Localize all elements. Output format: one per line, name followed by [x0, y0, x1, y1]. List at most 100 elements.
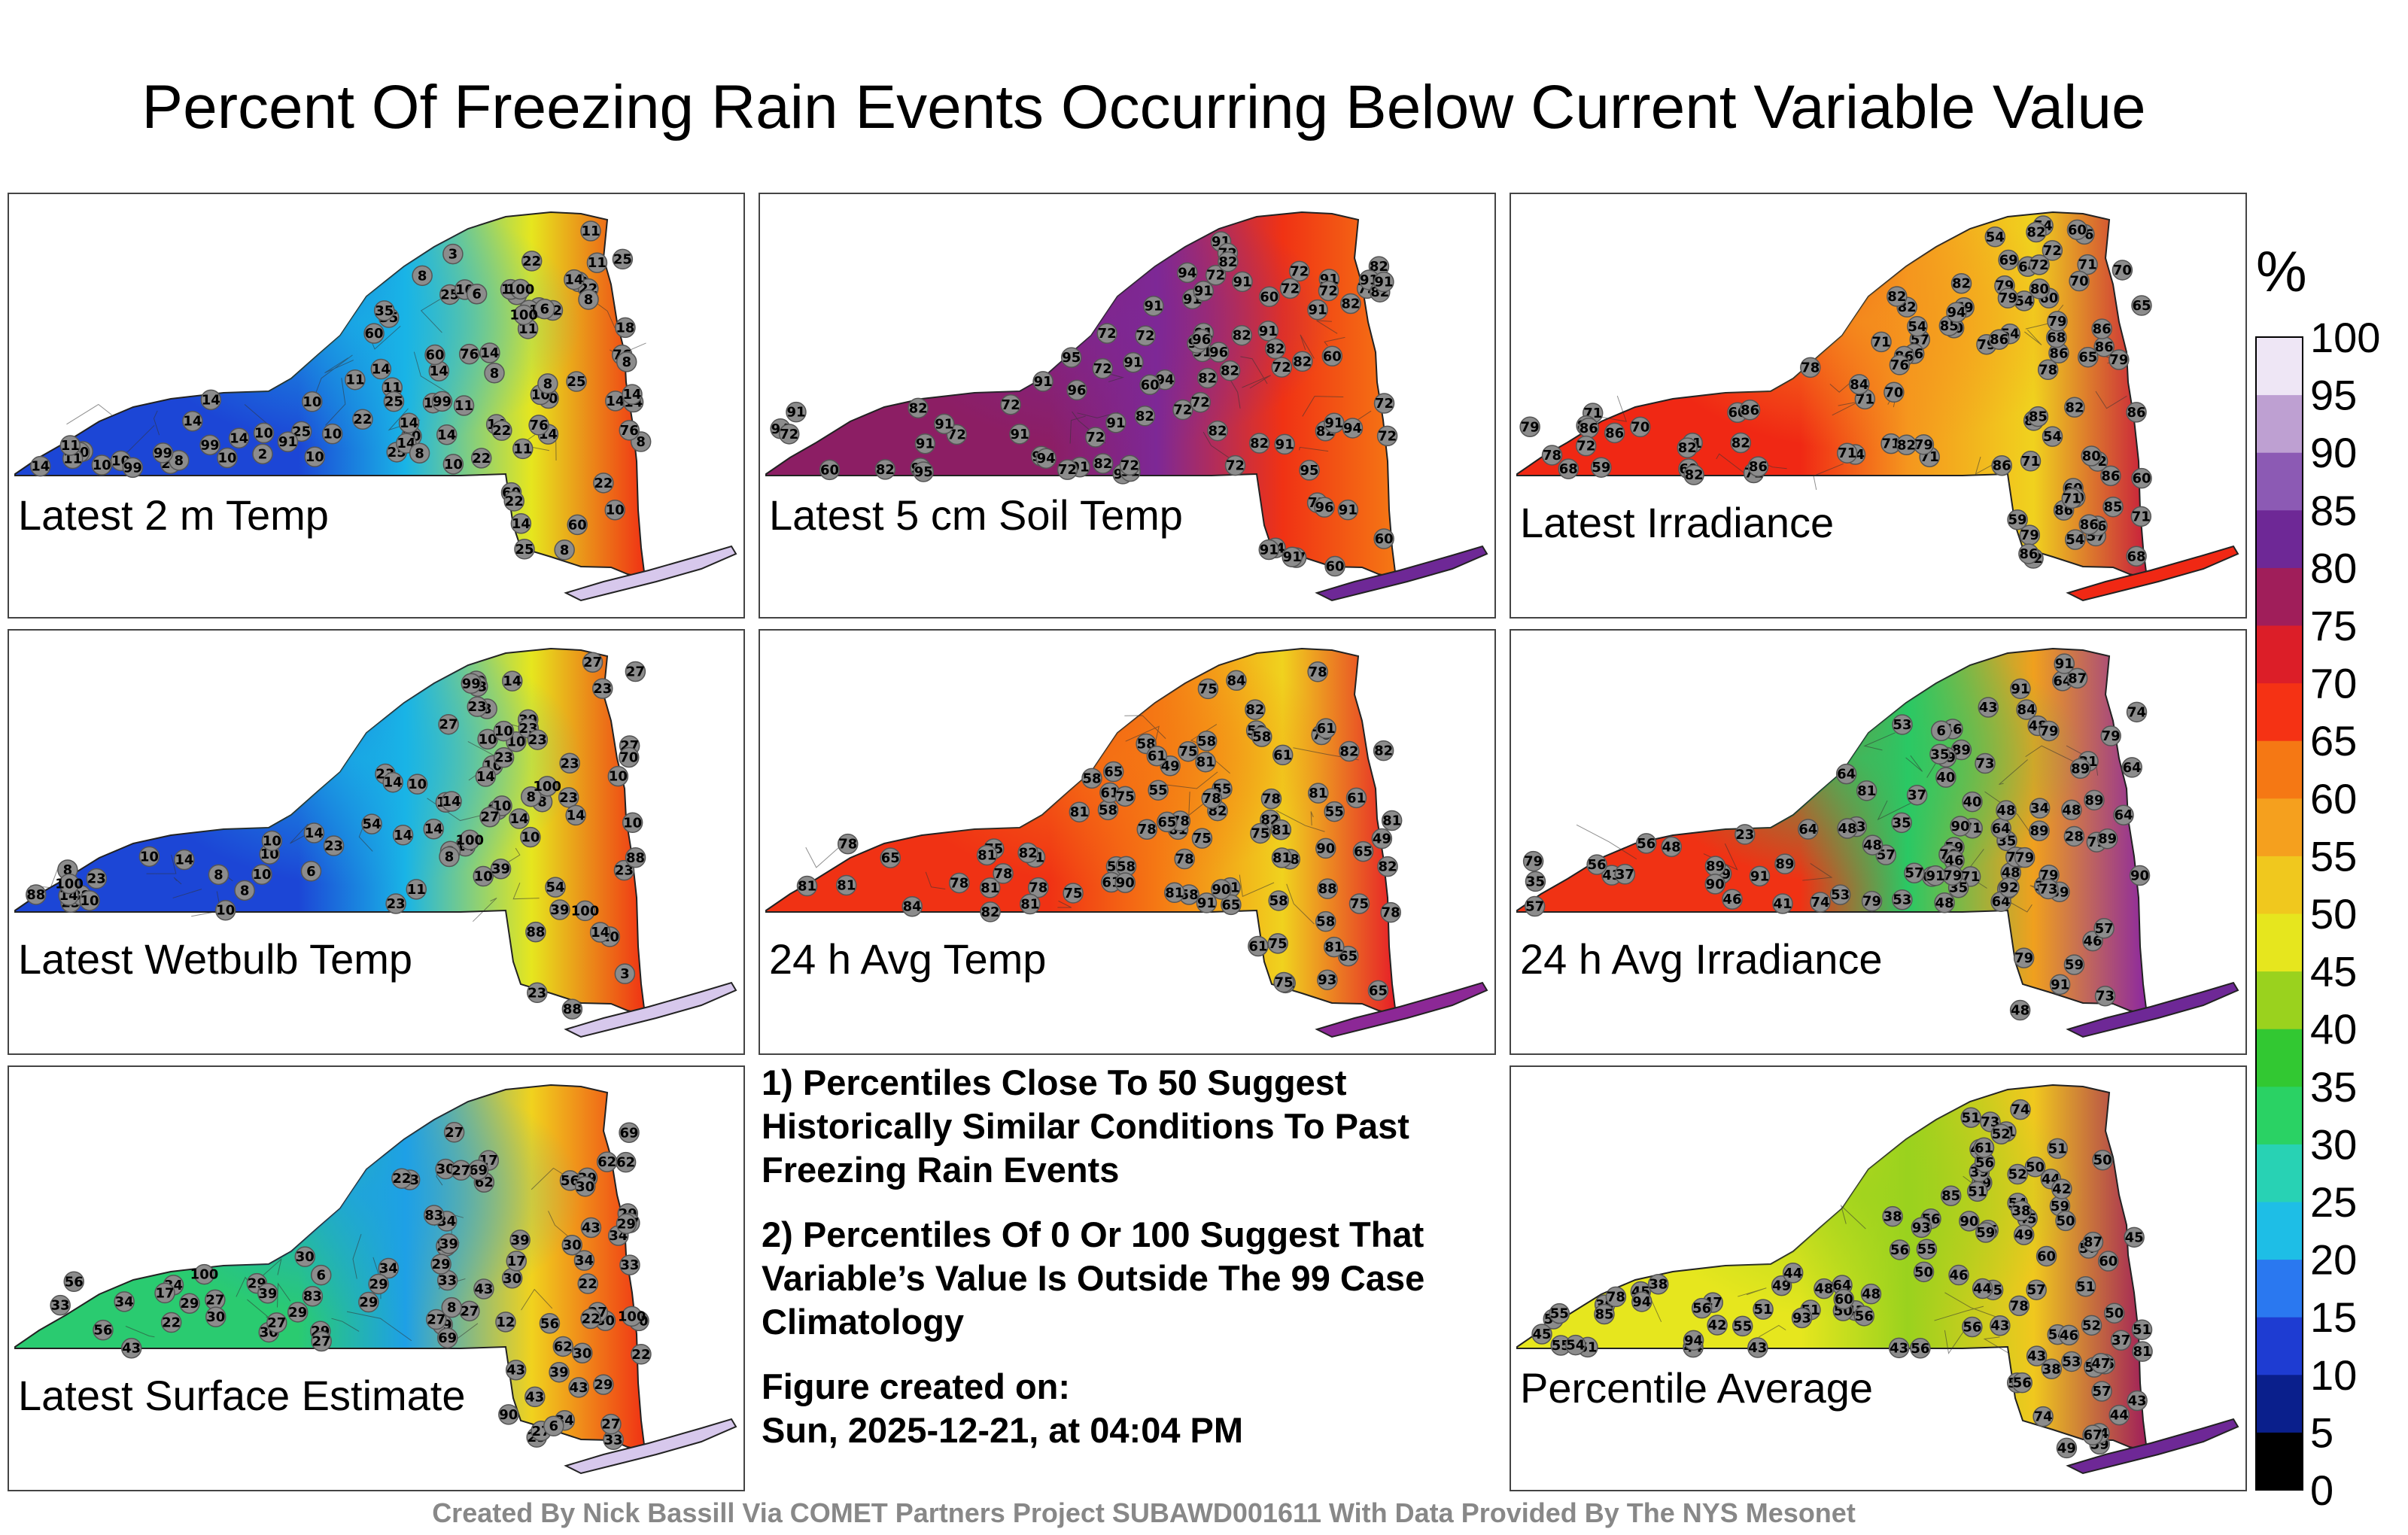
station-marker: 57 [1524, 895, 1546, 917]
station-value: 78 [1607, 1289, 1625, 1305]
station-marker: 93 [1791, 1307, 1813, 1329]
map-panel-4: 2327101027112327882388392310101010100392… [8, 629, 745, 1055]
station-marker: 100 [533, 776, 561, 797]
station-marker: 64 [1990, 891, 2011, 912]
colorbar-swatch [2256, 1374, 2303, 1433]
station-value: 29 [359, 1295, 378, 1311]
station-value: 72 [1002, 397, 1020, 413]
station-value: 81 [1324, 940, 1343, 956]
station-marker: 48 [1934, 892, 1955, 913]
map-panel-2: 8291917282919772828291727282729182919196… [759, 193, 1496, 619]
station-marker: 39 [549, 899, 570, 920]
station-marker: 53 [1829, 884, 1851, 905]
station-marker: 90 [1959, 1211, 1980, 1232]
station-value: 53 [2062, 1354, 2081, 1369]
station-marker: 27 [600, 1413, 622, 1435]
station-value: 38 [1649, 1277, 1668, 1293]
station-value: 92 [1999, 880, 2018, 895]
station-value: 10 [521, 830, 540, 846]
station-marker: 43 [1888, 1337, 1910, 1359]
station-value: 60 [568, 517, 587, 533]
station-value: 64 [1798, 822, 1817, 837]
station-value: 27 [626, 664, 645, 680]
colorbar-frame [2255, 336, 2303, 1491]
station-value: 10 [254, 425, 273, 441]
station-value: 14 [430, 363, 448, 379]
station-value: 44 [1973, 1281, 1992, 1297]
station-value: 91 [1260, 542, 1278, 558]
station-value: 34 [379, 1261, 398, 1277]
station-marker: 33 [50, 1294, 71, 1316]
station-marker: 10 [91, 454, 113, 476]
station-marker: 90 [1315, 837, 1336, 859]
colorbar-swatch [2256, 394, 2303, 453]
station-value: 33 [51, 1298, 70, 1314]
station-marker: 81 [1020, 893, 1041, 915]
station-marker: 43 [568, 1377, 589, 1398]
station-value: 54 [546, 880, 565, 895]
station-value: 48 [1814, 1281, 1833, 1297]
station-marker: 34 [378, 1257, 400, 1279]
station-marker: 8 [234, 880, 255, 901]
station-marker: 68 [2046, 327, 2067, 348]
station-value: 89 [2030, 823, 2049, 839]
station-value: 39 [550, 902, 569, 918]
station-marker: 10 [217, 447, 238, 469]
station-marker: 72 [2042, 240, 2063, 261]
station-marker: 84 [901, 895, 923, 917]
station-value: 91 [916, 436, 935, 452]
station-marker: 95 [1060, 347, 1082, 368]
station-marker: 60 [2066, 219, 2088, 241]
station-value: 8 [490, 366, 500, 381]
station-marker: 89 [2096, 828, 2118, 850]
station-marker: 95 [1299, 460, 1320, 481]
station-marker: 55 [1148, 780, 1169, 801]
station-value: 55 [1917, 1242, 1936, 1257]
station-marker: 91 [1307, 299, 1328, 321]
station-marker: 8 [521, 786, 542, 807]
station-marker: 82 [1092, 453, 1114, 474]
station-value: 100 [456, 832, 485, 848]
station-marker: 14 [174, 849, 195, 871]
station-marker: 71 [1836, 442, 1858, 464]
station-marker: 81 [1308, 783, 1329, 804]
station-marker: 54 [545, 877, 566, 898]
station-marker: 14 [622, 384, 643, 405]
station-value: 59 [2008, 512, 2027, 528]
station-value: 95 [1300, 463, 1318, 479]
station-value: 58 [1269, 893, 1288, 909]
note-similar-conditions: 1) Percentiles Close To 50 Suggest Histo… [762, 1062, 1409, 1190]
station-marker: 60 [1321, 345, 1343, 367]
station-value: 70 [2113, 263, 2132, 278]
station-marker: 8 [484, 363, 505, 384]
station-marker: 57 [2026, 1279, 2047, 1300]
station-marker: 25 [383, 391, 405, 412]
station-value: 81 [798, 879, 816, 895]
station-value: 43 [2128, 1393, 2147, 1409]
station-marker: 78 [1800, 357, 1821, 378]
station-marker: 84 [1849, 374, 1870, 395]
station-marker: 82 [1677, 437, 1698, 458]
colorbar-swatch [2256, 452, 2303, 511]
panel-label: Percentile Average [1520, 1364, 1874, 1412]
station-marker: 90 [2129, 865, 2151, 886]
state-map: 2327101027112327882388392310101010100392… [14, 647, 737, 1038]
colorbar-tick-label: 90 [2310, 429, 2357, 476]
station-marker: 78 [949, 872, 970, 894]
station-marker: 14 [502, 670, 523, 692]
map-panel-6: 3753403538486479574371644879538157893559… [1510, 629, 2247, 1055]
station-marker: 61 [1272, 744, 1294, 766]
station-value: 91 [1194, 284, 1213, 299]
station-marker: 65 [880, 847, 901, 868]
station-marker: 78 [1201, 788, 1222, 809]
station-value: 74 [2034, 1409, 2053, 1425]
station-value: 81 [1309, 786, 1327, 801]
station-value: 96 [1192, 332, 1211, 348]
station-value: 23 [324, 838, 343, 854]
station-value: 82 [1678, 440, 1697, 456]
station-marker: 58 [1115, 856, 1137, 877]
notes-block: 1) Percentiles Close To 50 Suggest Histo… [762, 1061, 1476, 1452]
station-marker: 91 [1196, 892, 1218, 913]
station-value: 22 [522, 254, 541, 269]
station-value: 91 [1010, 427, 1029, 442]
